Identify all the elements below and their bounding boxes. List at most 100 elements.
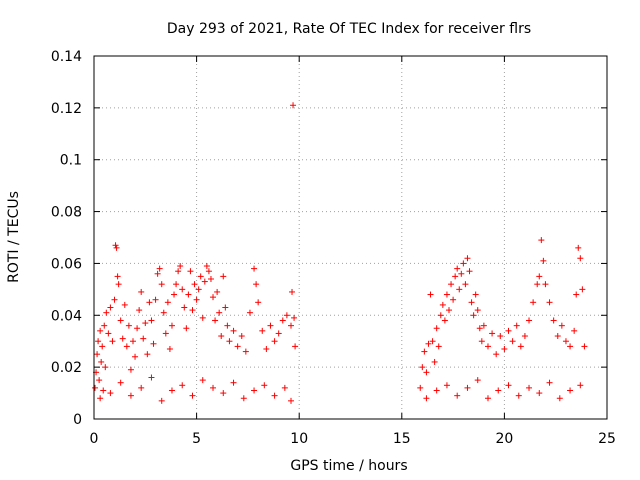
y-tick-label: 0.08 <box>51 205 82 221</box>
data-point <box>121 301 128 308</box>
data-point <box>550 317 557 324</box>
data-point <box>542 281 549 288</box>
data-point <box>177 263 184 270</box>
data-point <box>238 333 245 340</box>
data-point <box>251 387 258 394</box>
data-point <box>283 312 290 319</box>
data-point <box>138 288 145 295</box>
data-point <box>546 379 553 386</box>
data-point <box>497 333 504 340</box>
data-point <box>267 322 274 329</box>
data-point <box>458 270 465 277</box>
data-point <box>154 270 161 277</box>
data-point <box>189 392 196 399</box>
data-point <box>476 325 483 332</box>
y-tick-label: 0.12 <box>51 101 82 117</box>
data-point <box>125 322 132 329</box>
data-point <box>179 286 186 293</box>
data-point <box>419 364 426 371</box>
data-point <box>452 273 459 280</box>
data-point <box>435 343 442 350</box>
data-point <box>179 382 186 389</box>
data-point <box>577 382 584 389</box>
data-point <box>425 340 432 347</box>
data-point <box>261 382 268 389</box>
data-point <box>98 358 105 365</box>
data-point <box>271 338 278 345</box>
y-tick-label: 0.04 <box>51 308 82 324</box>
data-point <box>554 333 561 340</box>
data-point <box>168 322 175 329</box>
data-point <box>441 317 448 324</box>
data-point <box>94 351 101 358</box>
data-point <box>158 281 165 288</box>
data-point <box>558 322 565 329</box>
data-point <box>255 299 262 306</box>
data-point <box>292 343 299 350</box>
x-axis: 0 5 10 15 20 25 <box>90 56 616 447</box>
data-point <box>431 358 438 365</box>
data-point <box>144 351 151 358</box>
data-point <box>112 242 119 249</box>
data-point <box>567 387 574 394</box>
data-point <box>146 299 153 306</box>
y-axis-label: ROTI / TECUs <box>6 191 22 283</box>
data-point <box>216 309 223 316</box>
data-point <box>230 379 237 386</box>
data-point <box>464 255 471 262</box>
data-point <box>132 353 139 360</box>
data-point <box>495 387 502 394</box>
data-point <box>99 343 106 350</box>
data-point <box>450 296 457 303</box>
data-point <box>468 299 475 306</box>
data-point <box>417 384 424 391</box>
data-point <box>127 366 134 373</box>
data-point <box>454 265 461 272</box>
data-point <box>433 325 440 332</box>
data-point <box>220 390 227 397</box>
y-tick-label: 0.06 <box>51 256 82 272</box>
data-point <box>181 304 188 311</box>
data-point <box>129 338 136 345</box>
data-point <box>289 288 296 295</box>
data-point <box>156 265 163 272</box>
data-point <box>546 299 553 306</box>
data-point <box>540 257 547 264</box>
data-point <box>484 395 491 402</box>
data-point <box>92 384 99 391</box>
data-point <box>484 343 491 350</box>
data-point <box>445 307 452 314</box>
data-point <box>571 327 578 334</box>
data-point <box>117 317 124 324</box>
data-point <box>443 382 450 389</box>
data-point <box>158 397 165 404</box>
data-point <box>203 263 210 270</box>
data-point <box>489 330 496 337</box>
data-point <box>263 345 270 352</box>
grid <box>94 56 607 419</box>
data-point <box>429 338 436 345</box>
data-point <box>478 338 485 345</box>
x-tick-label: 0 <box>90 431 99 447</box>
data-point <box>456 286 463 293</box>
data-point <box>119 335 126 342</box>
data-points <box>92 102 588 404</box>
data-point <box>515 392 522 399</box>
data-point <box>538 237 545 244</box>
data-point <box>117 379 124 386</box>
data-point <box>439 301 446 308</box>
data-point <box>480 322 487 329</box>
data-point <box>230 327 237 334</box>
data-point <box>107 304 114 311</box>
data-point <box>577 255 584 262</box>
data-point <box>556 395 563 402</box>
data-point <box>148 317 155 324</box>
x-tick-label: 10 <box>290 431 308 447</box>
x-tick-label: 5 <box>192 431 201 447</box>
data-point <box>168 387 175 394</box>
data-point <box>575 244 582 251</box>
data-point <box>166 345 173 352</box>
data-point <box>103 309 110 316</box>
data-point <box>160 309 167 316</box>
chart-title: Day 293 of 2021, Rate Of TEC Index for r… <box>167 21 531 37</box>
